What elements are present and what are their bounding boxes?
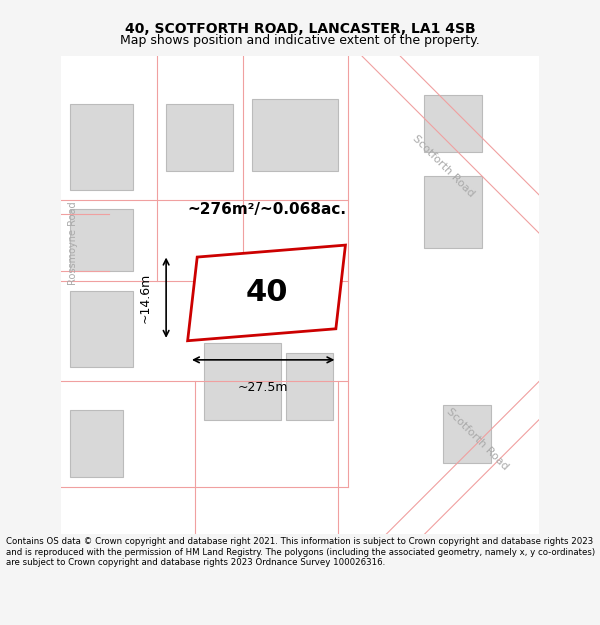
Bar xyxy=(443,405,491,462)
Text: Map shows position and indicative extent of the property.: Map shows position and indicative extent… xyxy=(120,34,480,48)
Text: Scotforth Road: Scotforth Road xyxy=(444,406,509,471)
Bar xyxy=(70,104,133,190)
Bar xyxy=(424,94,482,152)
Text: Contains OS data © Crown copyright and database right 2021. This information is : Contains OS data © Crown copyright and d… xyxy=(6,538,595,568)
Bar xyxy=(70,410,123,477)
Bar xyxy=(70,209,133,271)
Text: 40: 40 xyxy=(245,278,288,308)
Polygon shape xyxy=(358,56,539,295)
Text: ~276m²/~0.068ac.: ~276m²/~0.068ac. xyxy=(187,202,346,217)
Bar xyxy=(70,291,133,367)
Text: Rossmoyne Road: Rossmoyne Road xyxy=(68,201,78,284)
Bar xyxy=(205,343,281,419)
Text: ~27.5m: ~27.5m xyxy=(238,381,289,394)
Text: 40, SCOTFORTH ROAD, LANCASTER, LA1 4SB: 40, SCOTFORTH ROAD, LANCASTER, LA1 4SB xyxy=(125,22,475,36)
Text: ~14.6m: ~14.6m xyxy=(139,272,152,323)
Bar xyxy=(424,176,482,248)
Bar xyxy=(286,352,334,419)
Bar xyxy=(166,104,233,171)
Text: Scotforth Road: Scotforth Road xyxy=(410,133,476,199)
Polygon shape xyxy=(188,245,346,341)
Bar xyxy=(252,99,338,171)
